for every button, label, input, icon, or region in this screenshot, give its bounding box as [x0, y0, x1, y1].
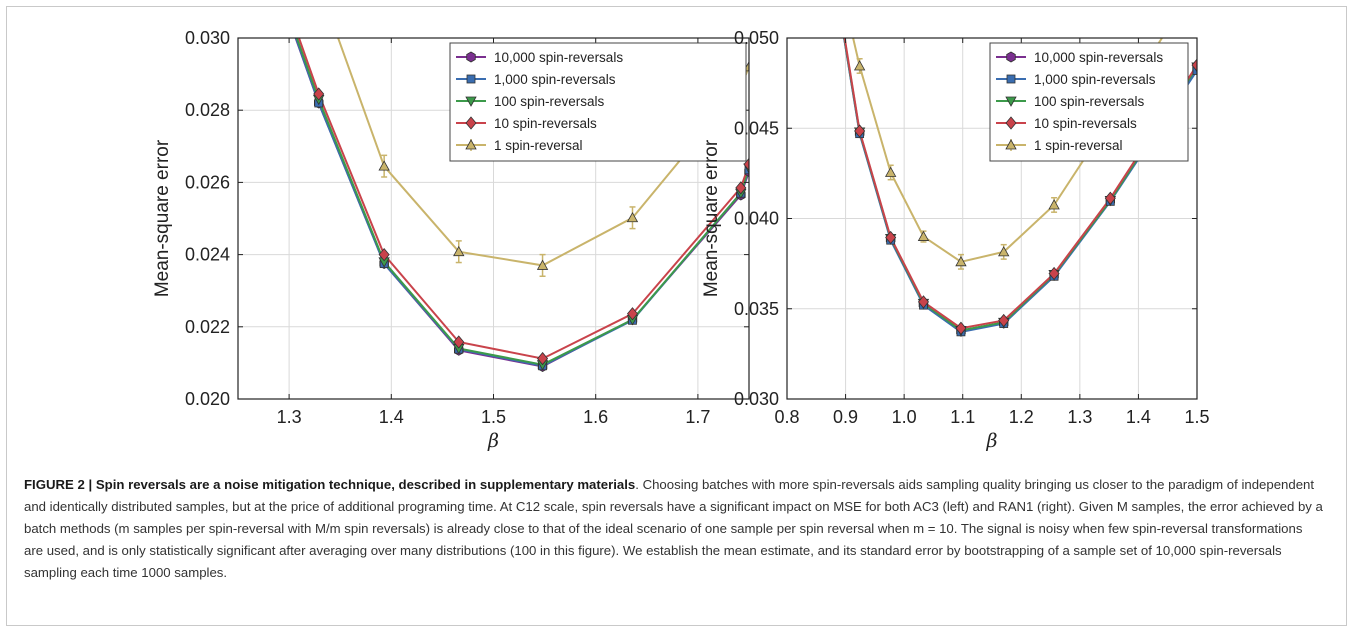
chart-2-y-tick-label: 0.030 — [734, 389, 779, 409]
chart-1-data-point — [378, 247, 390, 262]
chart-2-data-point — [955, 321, 967, 335]
chart-1-y-tick-label: 0.020 — [185, 389, 230, 409]
chart-1-y-tick-label: 0.022 — [185, 317, 230, 337]
chart-2-data-point — [917, 230, 930, 241]
figure-charts: 1.3 1.4 1.5 1.6 1.7 0.020 0.022 0.024 0.026 0.028… — [152, 24, 1210, 452]
chart-2-legend-item: 1 spin-reversal — [996, 138, 1123, 153]
chart-1-x-tick-label: 1.4 — [379, 407, 404, 427]
chart-1-x-tick-label: 1.5 — [481, 407, 506, 427]
chart-2-x-tick-label: 1.1 — [950, 407, 975, 427]
chart-2-x-tick-label: 1.2 — [1009, 407, 1034, 427]
chart-2-data-point — [917, 295, 929, 309]
chart-1-legend-box — [449, 42, 747, 162]
chart-1-legend-marker — [465, 116, 477, 130]
chart-1-legend-item: 1,000 spin-reversals — [456, 72, 616, 87]
chart-2-y-tick-label: 0.045 — [734, 118, 779, 138]
chart-1-data-point — [537, 351, 549, 366]
chart-1-y-tick-label: 0.026 — [185, 172, 230, 192]
chart-1-data-point — [453, 335, 465, 349]
chart-1-legend-label: 1,000 spin-reversals — [494, 72, 616, 87]
chart-1-series-line — [297, 38, 749, 360]
chart-2-legend-item: 1,000 spin-reversals — [996, 72, 1156, 87]
chart-2-legend-label: 100 spin-reversals — [1034, 94, 1145, 109]
chart-2-data-point — [853, 60, 866, 71]
chart-1-y-tick-label: 0.030 — [185, 28, 230, 48]
chart-2-x-tick-label: 1.5 — [1184, 407, 1209, 427]
chart-2-legend-item: 10 spin-reversals — [996, 116, 1137, 131]
chart-1-legend-label: 10,000 spin-reversals — [494, 50, 623, 65]
chart-1-data-point — [626, 307, 639, 321]
chart-2-legend-label: 10 spin-reversals — [1034, 116, 1137, 131]
chart-1-x-tick-label: 1.7 — [685, 407, 710, 427]
chart-2-data-point — [854, 124, 866, 138]
chart-1-data-point — [536, 259, 549, 270]
chart-2-data-point — [998, 246, 1010, 257]
chart-2-data-point — [1104, 191, 1116, 205]
chart-2-x-tick-label: 0.9 — [833, 407, 858, 427]
figure-caption: FIGURE 2 | Spin reversals are a noise mi… — [24, 474, 1324, 584]
chart-2-legend-label: 1 spin-reversal — [1034, 138, 1123, 153]
chart-2-data-point — [885, 230, 897, 245]
chart-2-x-tick-label: 1.0 — [892, 407, 917, 427]
caption-heading: Spin reversals are a noise mitigation te… — [95, 477, 636, 492]
caption-body: . Choosing batches with more spin-revers… — [24, 477, 1323, 580]
chart-1-y-tick-label: 0.028 — [185, 100, 230, 120]
chart-2-legend-marker — [1005, 139, 1017, 150]
chart-1-legend-marker — [466, 74, 476, 84]
chart-2-legend-item: 10,000 spin-reversals — [996, 50, 1163, 65]
chart-1-legend-label: 1 spin-reversal — [494, 138, 583, 153]
chart-1-data-point — [313, 87, 325, 101]
chart-2-data-point — [998, 313, 1010, 328]
chart-2-x-tick-label: 1.4 — [1126, 407, 1151, 427]
chart-2-y-axis-title: Mean-square error — [701, 139, 722, 297]
chart-1-legend-item: 1 spin-reversal — [456, 138, 583, 153]
chart-2-legend: 10,000 spin-reversals 1,000 spin-reversal… — [989, 42, 1189, 162]
chart-2-x-tick-label: 0.8 — [774, 407, 799, 427]
chart-1-legend-item: 10,000 spin-reversals — [456, 50, 623, 65]
chart-2-data-point — [1191, 58, 1197, 72]
chart-2-legend-item: 100 spin-reversals — [996, 94, 1145, 109]
chart-2-legend-marker — [1006, 51, 1016, 63]
chart-2-data-point — [1192, 66, 1197, 75]
chart-1-data-point — [735, 181, 747, 195]
chart-1-data-point — [626, 211, 639, 223]
chart-2-x-tick-label: 1.3 — [1067, 407, 1092, 427]
chart-1-y-axis-title: Mean-square error — [152, 139, 173, 297]
chart-2-y-tick-label: 0.040 — [734, 209, 779, 229]
chart-2-data-point — [884, 166, 897, 177]
chart-1-data-point — [743, 157, 749, 171]
chart-2-legend-label: 10,000 spin-reversals — [1034, 50, 1163, 65]
chart-2-data-point — [1048, 199, 1060, 210]
chart-1-legend-item: 10 spin-reversals — [456, 116, 597, 131]
chart-1-data-point — [378, 160, 390, 171]
chart-2-data-point — [1163, 24, 1173, 33]
chart-1-x-tick-label: 1.6 — [583, 407, 608, 427]
chart-1-legend-label: 10 spin-reversals — [494, 116, 597, 131]
chart-1-legend-marker — [465, 139, 477, 150]
chart-2-y-tick-label: 0.035 — [734, 299, 779, 319]
caption-figure-label: FIGURE 2 | — [24, 477, 96, 492]
chart-2-data-point — [955, 255, 967, 267]
chart-2-legend-label: 1,000 spin-reversals — [1034, 72, 1156, 87]
chart-1-legend-marker — [465, 96, 477, 107]
chart-1-panel: 1.3 1.4 1.5 1.6 1.7 0.020 0.022 0.024 0.026 0.028… — [152, 28, 750, 452]
chart-2-legend-marker — [1006, 74, 1016, 84]
chart-2-y-tick-label: 0.050 — [734, 28, 779, 48]
chart-1-series-line — [295, 38, 749, 366]
chart-1-data-point — [453, 245, 465, 257]
chart-1-x-tick-label: 1.3 — [277, 407, 302, 427]
chart-1-y-tick-label: 0.024 — [185, 245, 230, 265]
chart-1-x-axis-title: β — [487, 430, 499, 452]
chart-1-legend-item: 100 spin-reversals — [456, 94, 605, 109]
chart-1-legend: 10,000 spin-reversals 1,000 spin-reversal… — [449, 42, 747, 162]
chart-2-data-point — [1048, 266, 1060, 281]
chart-2-legend-marker — [1005, 96, 1017, 107]
chart-2-legend-marker — [1005, 116, 1017, 130]
chart-1-legend-marker — [466, 51, 476, 63]
chart-2-x-axis-title: β — [986, 430, 998, 452]
chart-2-panel: 0.8 0.9 1.0 1.1 1.2 1.3 1.4 1.5 0.030 0.035 0.040 0… — [701, 24, 1210, 452]
chart-1-legend-label: 100 spin-reversals — [494, 94, 605, 109]
